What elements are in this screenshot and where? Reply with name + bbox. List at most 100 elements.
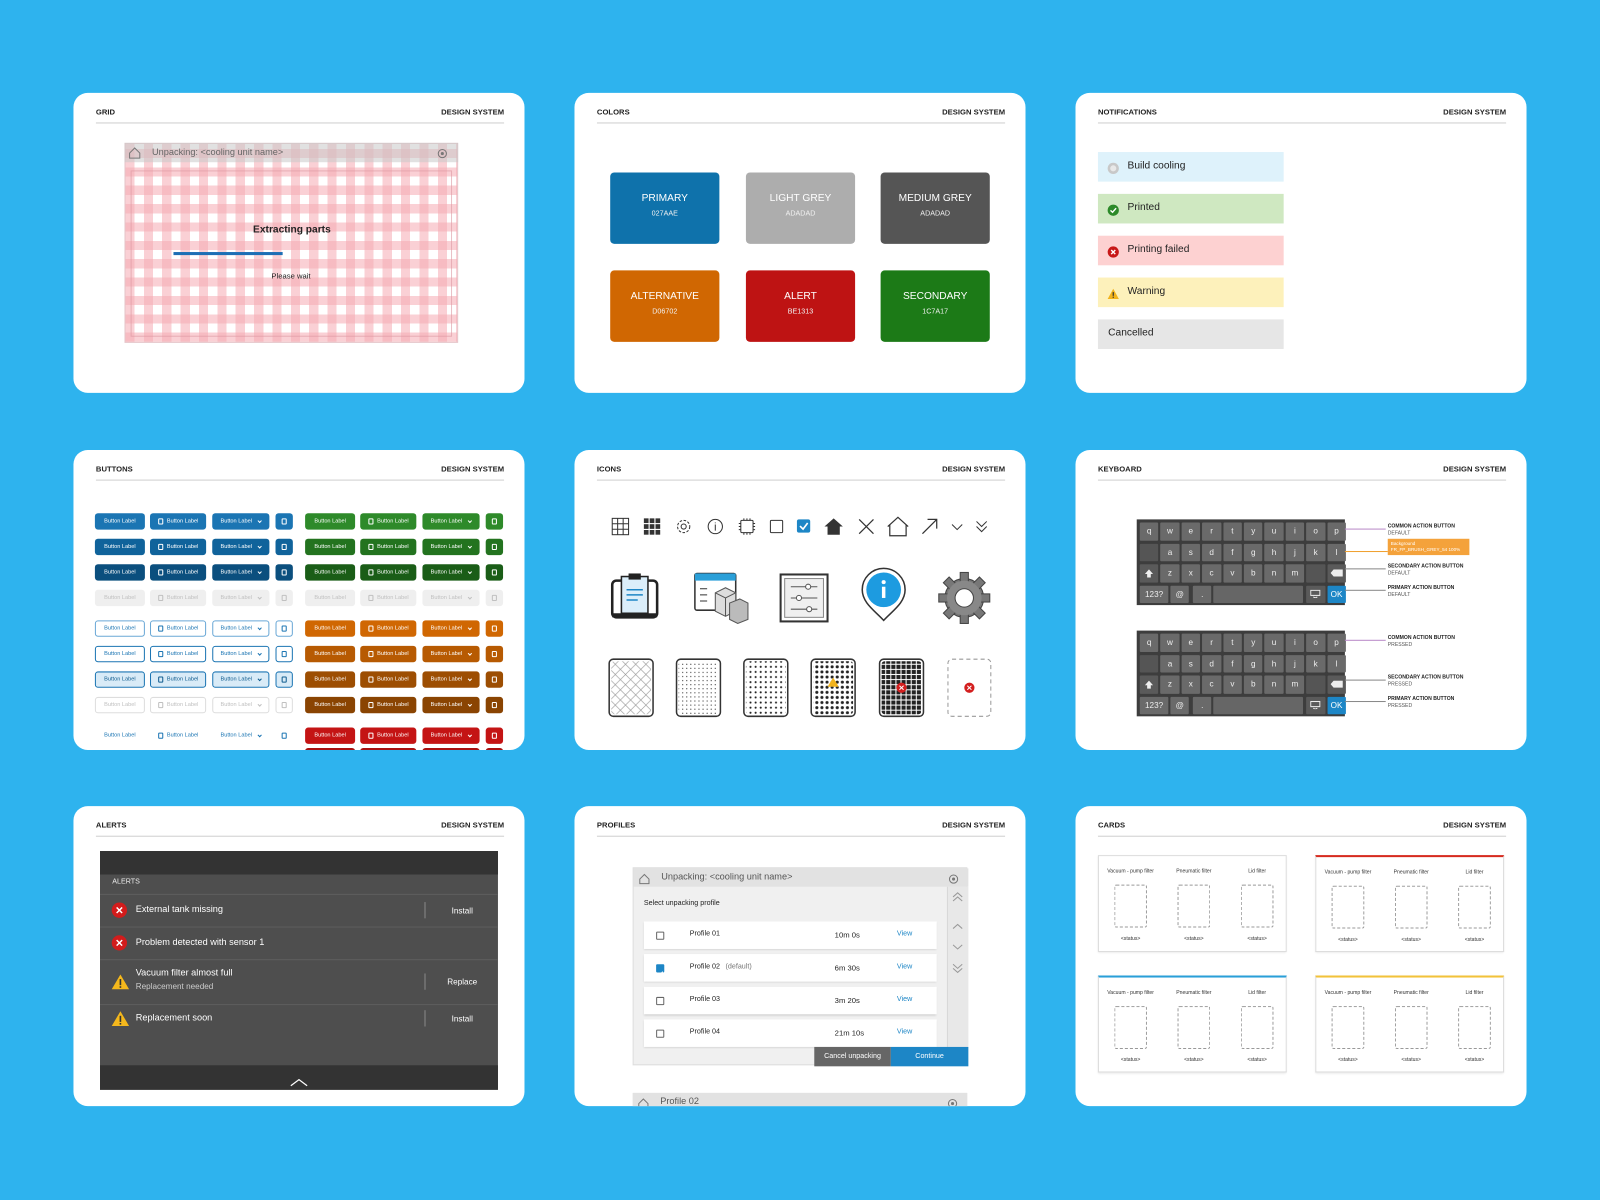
- alert-action[interactable]: Replace: [447, 977, 478, 987]
- button[interactable]: Button Label: [360, 645, 417, 663]
- key[interactable]: x: [1181, 564, 1201, 583]
- button[interactable]: Button Label: [212, 513, 270, 530]
- button[interactable]: Button Label: [212, 538, 270, 556]
- profile-row[interactable]: Profile 03 3m 20s View: [643, 986, 937, 1015]
- key[interactable]: OK: [1327, 585, 1346, 604]
- button[interactable]: Button Label: [305, 564, 356, 581]
- key-keyboard[interactable]: [1306, 696, 1326, 715]
- button[interactable]: [485, 671, 504, 688]
- key[interactable]: s: [1181, 543, 1201, 562]
- key[interactable]: k: [1306, 543, 1326, 562]
- button[interactable]: Button Label: [305, 513, 356, 530]
- key[interactable]: c: [1202, 564, 1221, 583]
- key[interactable]: r: [1202, 522, 1221, 541]
- button[interactable]: [276, 748, 293, 750]
- button[interactable]: Button Label: [149, 513, 207, 530]
- button[interactable]: [485, 564, 504, 581]
- key[interactable]: v: [1223, 675, 1242, 694]
- key[interactable]: @: [1170, 696, 1190, 715]
- key[interactable]: e: [1181, 633, 1201, 652]
- button[interactable]: [485, 513, 504, 530]
- key[interactable]: f: [1223, 543, 1242, 562]
- button[interactable]: [485, 538, 504, 556]
- key[interactable]: @: [1170, 585, 1190, 604]
- key[interactable]: j: [1285, 543, 1305, 562]
- key-backspace[interactable]: [1327, 675, 1346, 694]
- key[interactable]: d: [1202, 654, 1221, 673]
- key[interactable]: t: [1223, 633, 1242, 652]
- button[interactable]: Button Label: [149, 538, 207, 556]
- button[interactable]: Button Label: [149, 696, 207, 714]
- key[interactable]: l: [1327, 543, 1346, 562]
- key[interactable]: d: [1202, 543, 1221, 562]
- button[interactable]: Button Label: [94, 564, 145, 581]
- button[interactable]: Button Label: [360, 620, 417, 637]
- alert-action[interactable]: Install: [451, 905, 473, 915]
- button[interactable]: Button Label: [94, 620, 145, 637]
- key-blank[interactable]: [1139, 654, 1159, 673]
- button[interactable]: Button Label: [422, 645, 480, 663]
- key[interactable]: v: [1223, 564, 1242, 583]
- key[interactable]: j: [1285, 654, 1305, 673]
- key[interactable]: b: [1243, 564, 1263, 583]
- key-backspace[interactable]: [1327, 564, 1346, 583]
- key[interactable]: c: [1202, 675, 1221, 694]
- key[interactable]: m: [1285, 564, 1305, 583]
- key[interactable]: z: [1160, 564, 1180, 583]
- button[interactable]: Button Label: [212, 645, 270, 663]
- button[interactable]: Button Label: [422, 620, 480, 637]
- button[interactable]: Button Label: [422, 513, 480, 530]
- key[interactable]: 123?: [1139, 696, 1169, 715]
- key[interactable]: OK: [1327, 696, 1346, 715]
- button[interactable]: Button Label: [149, 620, 207, 637]
- key[interactable]: p: [1327, 633, 1346, 652]
- button[interactable]: [485, 589, 504, 607]
- button[interactable]: Button Label: [305, 589, 356, 607]
- key[interactable]: e: [1181, 522, 1201, 541]
- button[interactable]: Button Label: [95, 748, 145, 750]
- cancel-button[interactable]: Cancel unpacking: [814, 1046, 891, 1067]
- button[interactable]: Button Label: [150, 748, 206, 750]
- continue-button[interactable]: Continue: [890, 1046, 969, 1067]
- key[interactable]: z: [1160, 675, 1180, 694]
- button[interactable]: [485, 727, 504, 744]
- key-keyboard[interactable]: [1306, 585, 1326, 604]
- key[interactable]: 123?: [1139, 585, 1169, 604]
- button[interactable]: Button Label: [149, 589, 207, 607]
- key-space[interactable]: [1213, 696, 1304, 715]
- button[interactable]: Button Label: [360, 727, 417, 744]
- button[interactable]: [485, 747, 504, 750]
- button[interactable]: Button Label: [422, 696, 480, 714]
- alert-action[interactable]: Install: [451, 1013, 473, 1023]
- button[interactable]: Button Label: [212, 589, 270, 607]
- button[interactable]: Button Label: [212, 564, 270, 581]
- key[interactable]: m: [1285, 675, 1305, 694]
- key-blank[interactable]: [1306, 564, 1326, 583]
- button[interactable]: [275, 564, 293, 581]
- button[interactable]: Button Label: [422, 747, 480, 750]
- key[interactable]: g: [1243, 543, 1263, 562]
- key-blank[interactable]: [1139, 543, 1159, 562]
- profile-row[interactable]: Profile 01 10m 0s View: [643, 921, 937, 949]
- button[interactable]: Button Label: [149, 645, 207, 663]
- key[interactable]: f: [1223, 654, 1242, 673]
- button[interactable]: [485, 620, 504, 637]
- key[interactable]: p: [1327, 522, 1346, 541]
- key[interactable]: u: [1264, 522, 1284, 541]
- button[interactable]: [275, 696, 293, 714]
- button[interactable]: Button Label: [305, 727, 356, 744]
- button[interactable]: Button Label: [94, 696, 145, 714]
- key[interactable]: h: [1264, 654, 1284, 673]
- button[interactable]: [275, 589, 293, 607]
- key[interactable]: n: [1264, 564, 1284, 583]
- key[interactable]: o: [1306, 633, 1326, 652]
- button[interactable]: [485, 696, 504, 714]
- button[interactable]: Button Label: [212, 671, 270, 688]
- key-space[interactable]: [1213, 585, 1304, 604]
- button[interactable]: Button Label: [422, 538, 480, 556]
- button[interactable]: Button Label: [149, 671, 207, 688]
- button[interactable]: Button Label: [360, 538, 417, 556]
- key[interactable]: .: [1192, 696, 1212, 715]
- key[interactable]: i: [1285, 633, 1305, 652]
- button[interactable]: [275, 645, 293, 663]
